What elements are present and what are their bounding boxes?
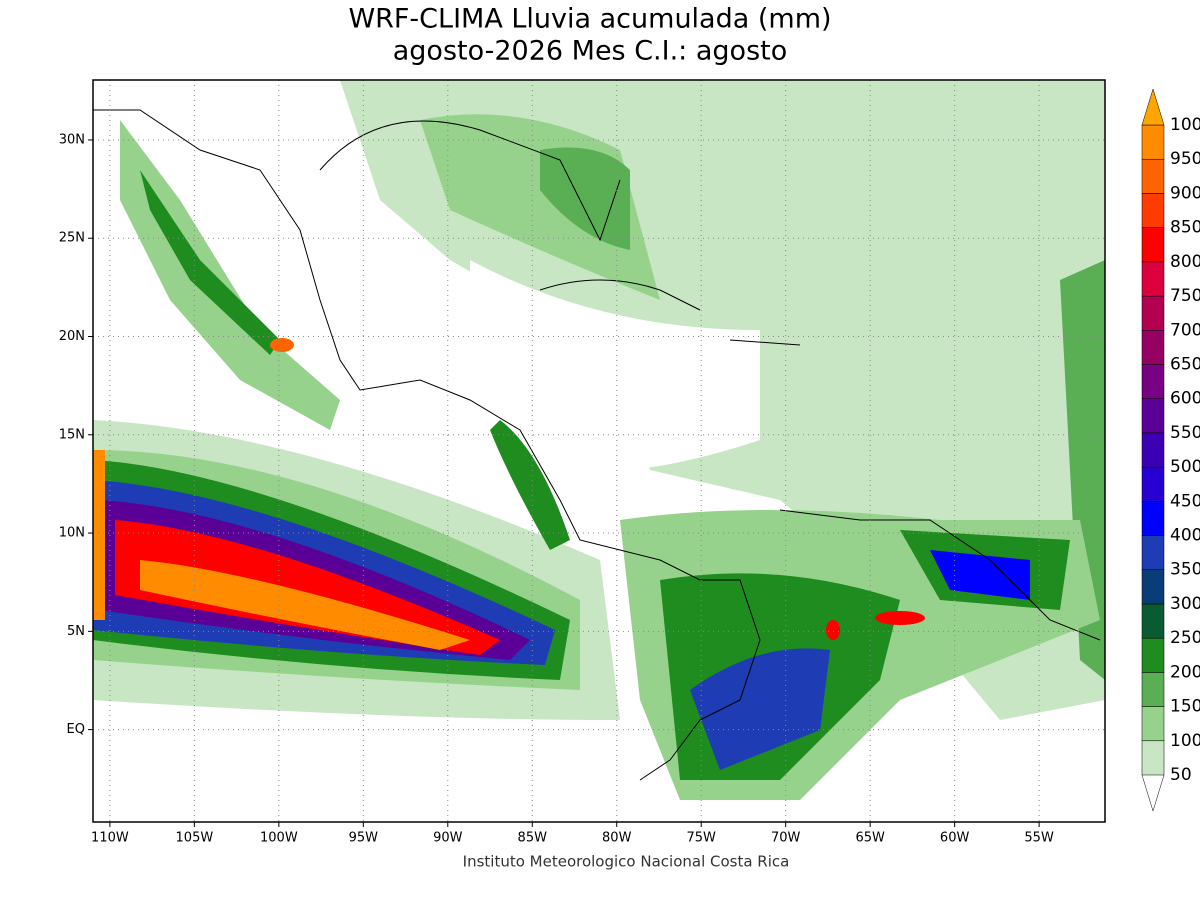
colorbar-box [1141,158,1165,194]
colorbar-box [1141,637,1165,673]
colorbar-box [1141,124,1165,160]
y-tick-label: 25N [59,231,85,246]
colorbar-box [1141,295,1165,331]
colorbar-box [1141,569,1165,605]
colorbar-label: 900 [1170,183,1200,203]
colorbar-label: 650 [1170,354,1200,374]
colorbar-label: 550 [1170,423,1200,443]
y-tick-label: 5N [67,624,85,639]
y-tick-label: 10N [59,526,85,541]
map-frame [92,79,1106,823]
colorbar-box [1141,672,1165,707]
x-tick-label: 70W [771,831,801,846]
colorbar-extend-high [1141,88,1165,126]
colorbar-box [1141,535,1165,570]
subtitle: agosto-2026 Mes C.I.: agosto [393,36,788,67]
colorbar-box [1141,398,1165,434]
x-tick-label: 95W [349,831,379,846]
colorbar-box [1141,603,1165,639]
colorbar-box [1141,227,1165,263]
colorbar-label: 1000 [1170,115,1200,135]
colorbar-label: 700 [1170,320,1200,340]
colorbar-label: 500 [1170,457,1200,477]
colorbar-label: 150 [1170,697,1200,717]
coastline [93,109,1101,781]
colorbar-label: 250 [1170,628,1200,648]
y-tick-label: 15N [59,427,85,442]
colorbar-label: 100 [1170,731,1200,751]
colorbar: 50 100 150 200 250 300 350 400 450 500 550 600 650 70… [1141,88,1200,812]
colorbar-box [1141,432,1165,468]
colorbar-label: 850 [1170,218,1200,238]
colorbar-label: 950 [1170,149,1200,169]
colorbar-box [1141,706,1165,742]
rain-field [93,80,1105,822]
colorbar-box [1141,364,1165,399]
x-tick-label: 85W [518,831,548,846]
colorbar-box [1141,261,1165,297]
colorbar-label: 350 [1170,560,1200,580]
x-tick-label: 100W [260,831,298,846]
credit: Instituto Meteorologico Nacional Costa R… [463,853,790,871]
x-tick-label: 65W [855,831,885,846]
y-tick-label: 30N [59,132,85,147]
colorbar-label: 300 [1170,594,1200,614]
colorbar-box [1141,330,1165,365]
colorbar-box [1141,466,1165,502]
axes: 110W 105W 100W 95W 90W 85W 80W 75W 70W 65W 60W 55W E… [59,80,1105,846]
y-tick-label: 20N [59,329,85,344]
colorbar-box [1141,501,1165,536]
y-tick-label: EQ [67,722,85,737]
x-tick-label: 90W [433,831,463,846]
colorbar-label: 400 [1170,526,1200,546]
colorbar-extend-low [1141,774,1165,812]
colorbar-label: 50 [1170,765,1192,785]
colorbar-label: 450 [1170,491,1200,511]
colorbar-box [1141,193,1165,228]
colorbar-label: 750 [1170,286,1200,306]
colorbar-box [1141,740,1165,776]
colorbar-label: 800 [1170,252,1200,272]
colorbar-label: 200 [1170,662,1200,682]
x-tick-label: 75W [687,831,717,846]
x-tick-label: 105W [176,831,214,846]
x-tick-label: 55W [1024,831,1054,846]
x-tick-label: 110W [91,831,129,846]
colorbar-label: 600 [1170,389,1200,409]
x-tick-label: 80W [602,831,632,846]
title: WRF-CLIMA Lluvia acumulada (mm) [348,4,831,35]
x-tick-label: 60W [940,831,970,846]
